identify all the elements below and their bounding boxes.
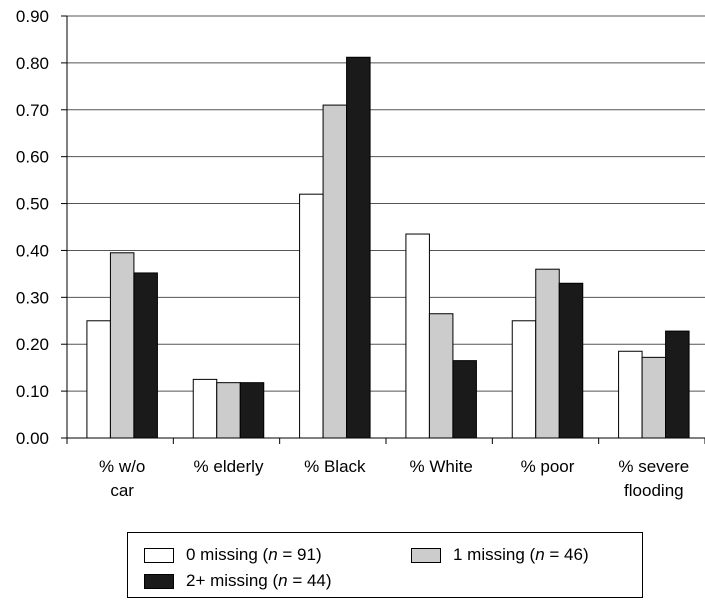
legend-label-2plus-missing: 2+ missing (n = 44) — [186, 571, 332, 590]
bar — [239, 382, 265, 439]
bar — [346, 56, 371, 439]
bar — [452, 360, 477, 439]
legend-swatch-2plus-missing — [144, 573, 174, 589]
x-category-label: % severe — [618, 457, 689, 476]
x-category-label: % poor — [521, 457, 575, 476]
bar-chart: 0.00 0.10 0.20 0.30 0.40 0.50 0.60 0.70 0.80 0.90… — [16, 7, 705, 500]
legend-swatch-0-missing — [144, 547, 174, 563]
x-category-label: car — [110, 481, 134, 500]
bar — [109, 252, 135, 439]
bar — [216, 382, 241, 439]
legend: 0 missing (n = 91) 1 missing (n = 46) 2+… — [127, 532, 643, 598]
y-tick-label: 0.30 — [16, 288, 49, 307]
bar — [641, 356, 667, 439]
legend-swatch-1-missing — [411, 547, 441, 563]
x-category-label: % w/o — [99, 457, 145, 476]
gridlines — [67, 15, 705, 392]
bar — [133, 272, 158, 439]
x-axis-labels: % w/o car % elderly % Black % White % poor % s… — [99, 457, 689, 500]
y-tick-label: 0.00 — [16, 429, 49, 448]
bar — [428, 313, 454, 439]
x-category-label: % Black — [304, 457, 366, 476]
y-tick-label: 0.50 — [16, 195, 49, 214]
legend-label-1-missing: 1 missing (n = 46) — [453, 545, 589, 564]
legend-item-1-missing: 1 missing (n = 46) — [411, 545, 589, 565]
bar — [665, 330, 690, 439]
bar — [322, 104, 348, 439]
y-tick-label: 0.70 — [16, 101, 49, 120]
bar — [511, 320, 537, 439]
bars — [86, 56, 690, 439]
x-category-label: % elderly — [194, 457, 264, 476]
y-tick-label: 0.80 — [16, 54, 49, 73]
y-tick-label: 0.40 — [16, 241, 49, 260]
bar — [299, 193, 324, 439]
legend-label-0-missing: 0 missing (n = 91) — [186, 545, 322, 564]
bar — [558, 282, 584, 439]
legend-item-0-missing: 0 missing (n = 91) — [144, 545, 322, 565]
y-axis-ticks: 0.00 0.10 0.20 0.30 0.40 0.50 0.60 0.70 0.80 0.90 — [16, 7, 67, 448]
bar — [192, 378, 218, 439]
bar — [618, 350, 643, 439]
y-tick-label: 0.20 — [16, 335, 49, 354]
x-category-label: flooding — [624, 481, 684, 500]
axes — [66, 16, 705, 444]
bar — [405, 233, 430, 439]
bar — [86, 320, 111, 439]
y-tick-label: 0.90 — [16, 7, 49, 26]
legend-item-2plus-missing: 2+ missing (n = 44) — [144, 571, 332, 591]
x-category-label: % White — [410, 457, 473, 476]
y-tick-label: 0.10 — [16, 382, 49, 401]
bar — [535, 268, 560, 439]
y-tick-label: 0.60 — [16, 148, 49, 167]
